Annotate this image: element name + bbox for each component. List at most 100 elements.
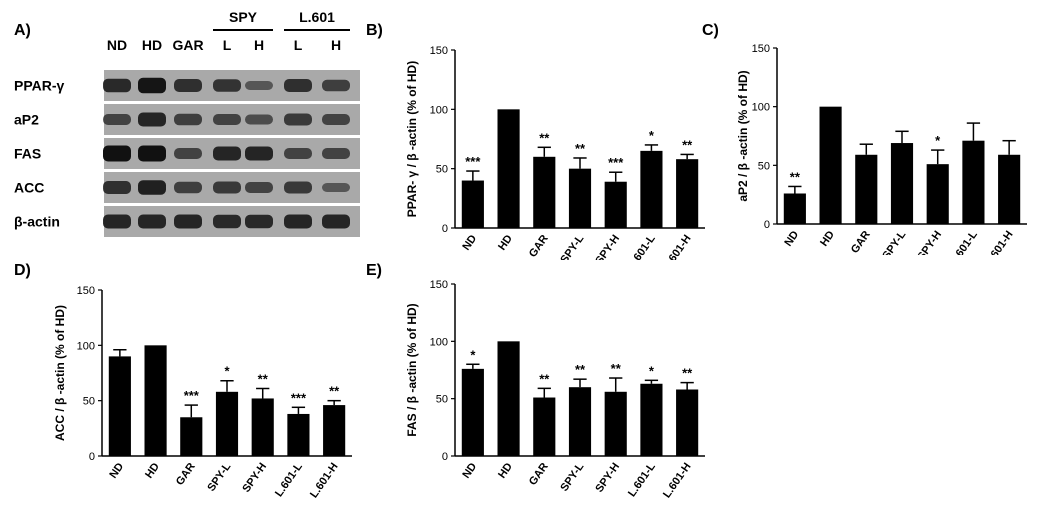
x-tick-label: ND <box>460 233 479 253</box>
x-tick-label: L.601-L <box>273 461 305 500</box>
y-tick-label: 50 <box>758 160 770 172</box>
x-tick-label: HD <box>496 233 515 253</box>
blot-band <box>245 182 273 193</box>
blot-group-label: SPY <box>229 9 258 25</box>
blot-lane-label: ND <box>107 37 127 53</box>
bar <box>461 368 484 456</box>
x-tick-label: GAR <box>527 233 551 260</box>
blot-band <box>284 148 312 159</box>
x-tick-label: ND <box>782 229 801 249</box>
x-tick-label: SPY-H <box>915 229 944 255</box>
blot-lane-label: H <box>331 37 341 53</box>
bar <box>287 413 310 456</box>
blot-band <box>213 214 241 229</box>
bar <box>604 391 627 456</box>
blot-band <box>284 79 312 92</box>
significance-label: ** <box>575 362 586 377</box>
significance-label: ** <box>258 371 269 386</box>
blot-band <box>138 180 166 195</box>
y-tick-label: 150 <box>430 279 448 291</box>
blot-band <box>322 183 350 192</box>
bar <box>497 341 520 456</box>
y-axis-label: ACC / β -actin (% of HD) <box>53 305 67 441</box>
blot-band <box>103 114 131 125</box>
significance-label: ** <box>575 141 586 156</box>
bar <box>497 109 520 228</box>
blot-band <box>138 145 166 162</box>
blot-band <box>103 145 131 162</box>
y-tick-label: 50 <box>436 164 448 176</box>
panel-label-c: C) <box>702 22 719 39</box>
significance-label: *** <box>465 154 481 169</box>
significance-label: ** <box>329 384 340 399</box>
blot-band <box>245 114 273 125</box>
significance-label: ** <box>682 137 693 152</box>
y-tick-label: 150 <box>77 285 95 297</box>
bar <box>568 168 592 228</box>
x-tick-label: 601-L <box>632 233 658 260</box>
x-tick-label: GAR <box>849 229 873 255</box>
x-tick-label: HD <box>818 229 837 249</box>
blot-band <box>103 214 131 229</box>
blot-band <box>284 113 312 126</box>
blot-band <box>245 81 273 90</box>
blot-band <box>138 214 166 229</box>
blot-band <box>103 78 131 93</box>
x-tick-label: L.601-H <box>983 229 1016 255</box>
blot-lane-label: H <box>254 37 264 53</box>
blot-band <box>284 181 312 194</box>
x-tick-label: SPY-H <box>593 461 622 495</box>
blot-band <box>213 79 241 92</box>
blot-lane-label: HD <box>142 37 162 53</box>
blot-band <box>174 181 202 194</box>
bar <box>676 389 699 456</box>
y-axis-label: PPAR- γ / β -actin (% of HD) <box>405 61 419 217</box>
blot-band <box>322 148 350 159</box>
bar <box>676 159 699 228</box>
y-tick-label: 0 <box>442 451 448 463</box>
x-tick-label: L.601-H <box>661 461 694 500</box>
y-tick-label: 50 <box>83 396 95 408</box>
blot-band <box>138 112 166 127</box>
y-tick-label: 150 <box>752 43 770 55</box>
significance-label: * <box>649 363 655 378</box>
bar <box>323 405 346 456</box>
blot-row-label: FAS <box>14 146 41 162</box>
significance-label: * <box>649 128 655 143</box>
x-tick-label: HD <box>143 461 162 481</box>
bar <box>461 180 484 228</box>
bar <box>533 397 556 456</box>
panel-label-b: B) <box>366 22 383 39</box>
significance-label: * <box>935 133 941 148</box>
blot-lane-label: GAR <box>172 37 203 53</box>
blot-band <box>322 214 350 229</box>
x-tick-label: 601-H <box>667 233 694 260</box>
bar <box>568 387 592 456</box>
bar <box>640 383 663 456</box>
bar <box>108 356 131 456</box>
panel-label-d: D) <box>14 262 31 279</box>
blot-row-label: aP2 <box>14 112 39 128</box>
x-tick-label: HD <box>496 461 515 481</box>
x-tick-label: L.601-L <box>948 229 980 255</box>
blot-row-label: ACC <box>14 180 44 196</box>
bar <box>819 106 842 224</box>
x-tick-label: GAR <box>527 461 551 488</box>
significance-label: * <box>470 347 476 362</box>
y-tick-label: 0 <box>442 223 448 235</box>
blot-band <box>245 146 273 161</box>
significance-label: ** <box>682 366 693 381</box>
x-tick-label: SPY-L <box>205 461 233 494</box>
blot-row-label: PPAR-γ <box>14 78 65 94</box>
y-tick-label: 0 <box>764 219 770 231</box>
y-axis-label: FAS / β -actin (% of HD) <box>405 303 419 436</box>
significance-label: ** <box>790 169 801 184</box>
x-tick-label: SPY-L <box>880 229 908 255</box>
bar <box>533 156 556 228</box>
bar <box>890 143 914 224</box>
bar <box>998 154 1021 224</box>
bar <box>215 391 239 456</box>
y-tick-label: 100 <box>77 340 95 352</box>
